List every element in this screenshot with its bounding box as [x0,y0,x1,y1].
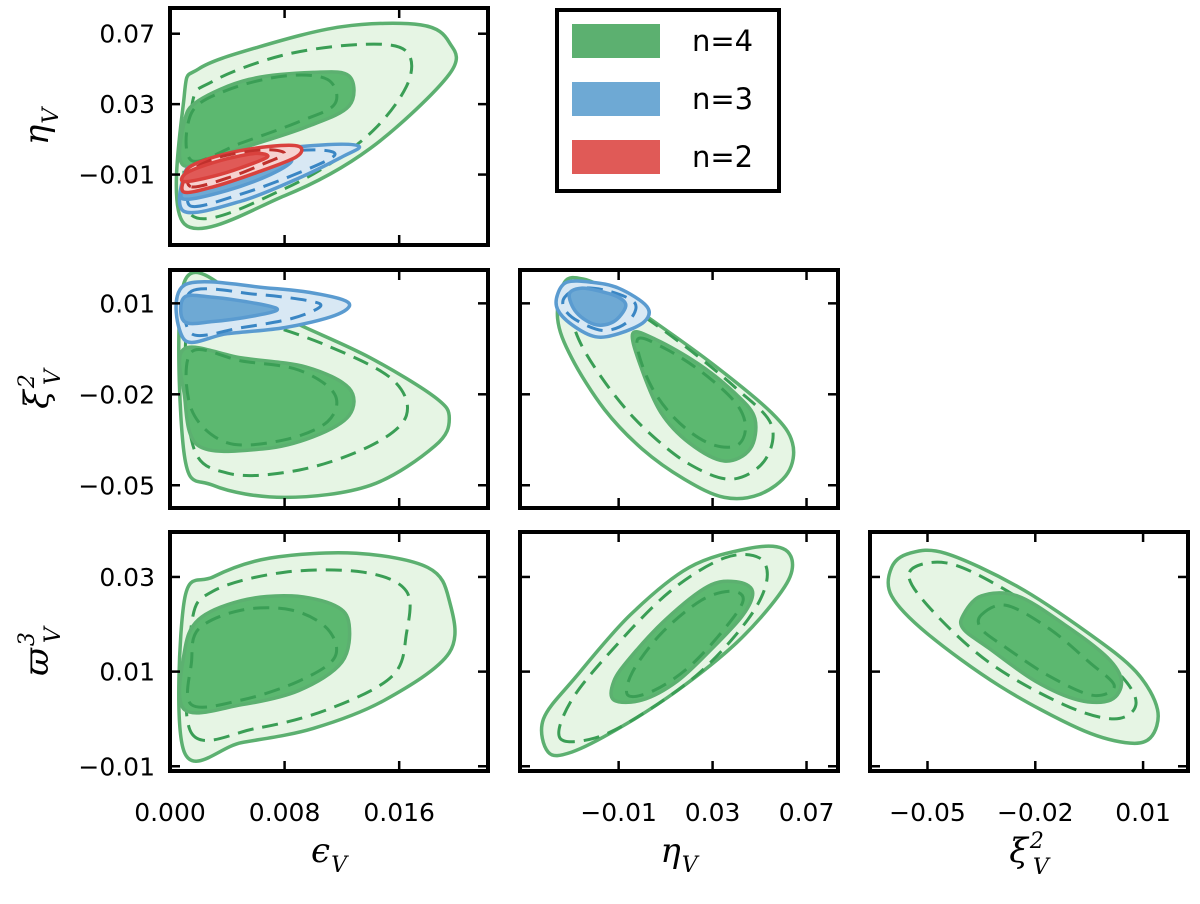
contour-n3-68 [178,293,280,326]
panel-frame [168,6,490,247]
legend-swatch [572,82,660,116]
y-tick-label: 0.01 [99,658,155,687]
x-tick-label: 0.000 [134,798,206,827]
legend-swatch [572,140,660,174]
panel-xi-vs-eta [518,268,840,510]
contours-varpi-vs-eps [177,551,457,763]
y-tick-label: −0.01 [78,161,155,190]
x-tick-label: 0.016 [363,798,435,827]
panel-frame [168,530,490,773]
y-tick-label: −0.02 [78,380,155,409]
y-tick-label: 0.07 [99,20,155,49]
legend-label: n=2 [692,140,753,174]
panel-frame [868,530,1190,773]
y-axis-label: ϖ3V [15,625,66,676]
y-tick-label: 0.01 [99,289,155,318]
contours-varpi-vs-xi [886,548,1160,746]
contour-n4-68 [177,593,352,715]
legend: n=4 n=3 n=2 [555,8,781,193]
x-tick-label: −0.05 [889,798,966,827]
contour-n3-dash95 [182,287,323,338]
contours-xi-vs-eta [554,275,796,501]
panel-frame [518,268,840,510]
x-tick-label: −0.02 [997,798,1074,827]
x-axis-label: ϵV [311,831,349,878]
contour-n3-68 [567,286,628,327]
contour-n4-dash95 [183,300,409,478]
y-tick-label: −0.01 [78,752,155,781]
contour-n4-68 [177,70,356,169]
x-axis-label: ηV [660,831,699,878]
contour-n4-68 [630,330,758,463]
legend-label: n=4 [692,24,753,58]
legend-label: n=3 [692,82,753,116]
contour-n4-68 [609,579,755,705]
contour-n2-dash95 [185,148,287,189]
contour-n4-dash68 [184,73,339,163]
panel-frame [518,530,840,773]
y-tick-label: 0.03 [99,90,155,119]
contour-n4-dash68 [184,347,339,447]
contour-n4-dash68 [635,336,747,449]
contours-eta-vs-eps [174,21,459,231]
contour-n4-dash68 [624,589,745,699]
x-tick-label: 0.01 [1115,798,1171,827]
contour-n4-dash95 [182,42,414,221]
contour-n4-dash95 [184,568,412,742]
contours-xi-vs-eps [174,270,452,500]
y-tick-label: 0.03 [99,563,155,592]
x-axis-label: ξ2 V [1009,829,1051,880]
panel-varpi-vs-eta: −0.01 0.03 0.07 ηV [518,530,840,878]
y-axis-label: ξ2V [15,367,66,409]
contour-n4-dash95 [557,552,769,744]
panel-eta-vs-eps: −0.01 0.03 0.07 ηV [17,6,490,247]
contour-n4-dash95 [907,560,1138,721]
x-tick-label: 0.008 [249,798,321,827]
contours-varpi-vs-eta [539,544,795,758]
legend-swatch [572,24,660,58]
panel-frame [168,268,490,510]
panel-varpi-vs-xi: −0.05 −0.02 0.01 ξ2 V [868,530,1190,880]
contour-n4-dash68 [976,603,1116,698]
panel-xi-vs-eps: −0.05 −0.02 0.01 ξ2V [15,268,490,510]
contour-n2-68 [179,151,270,184]
contour-n4-68 [177,345,356,454]
panel-varpi-vs-eps: 0.000 0.008 0.016 −0.01 0.01 0.03 ϖ3V ϵV [15,530,490,878]
x-tick-label: 0.07 [779,798,835,827]
y-tick-label: −0.05 [78,471,155,500]
y-axis-label: ηV [17,106,64,145]
x-tick-label: 0.03 [685,798,741,827]
x-tick-label: −0.01 [580,798,657,827]
contour-n4-dash68 [185,606,339,709]
contour-n4-68 [958,591,1124,705]
